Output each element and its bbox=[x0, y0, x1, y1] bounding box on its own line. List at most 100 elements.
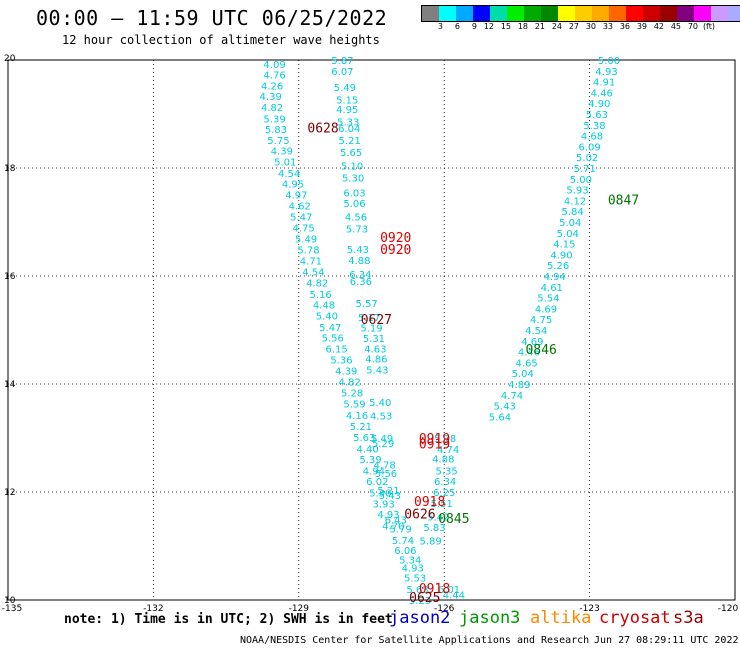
wave-height-label: 5.78 bbox=[434, 434, 456, 445]
wave-height-label: 4.89 bbox=[508, 380, 530, 391]
color-scale-tick: 12 bbox=[483, 22, 494, 31]
wave-height-label: 5.04 bbox=[559, 218, 581, 229]
wave-height-label: 5.56 bbox=[375, 469, 397, 480]
x-tick-label: -126 bbox=[434, 604, 455, 614]
wave-height-label: 5.47 bbox=[319, 323, 341, 334]
wave-height-label: 5.33 bbox=[337, 118, 359, 129]
y-axis-ticks: 20 18 16 14 12 10 bbox=[4, 54, 16, 606]
wave-height-label: 4.75 bbox=[530, 315, 552, 326]
color-swatch bbox=[592, 6, 609, 21]
wave-height-label: 5.63 bbox=[353, 433, 375, 444]
wave-height-label: 5.40 bbox=[369, 398, 391, 409]
legend-altika: altika bbox=[530, 608, 592, 628]
color-scale-tick: 33 bbox=[602, 22, 613, 31]
color-scale-tick: 21 bbox=[534, 22, 545, 31]
color-swatch bbox=[626, 6, 643, 21]
wave-height-label: 5.78 bbox=[297, 246, 319, 257]
y-tick-label: 20 bbox=[4, 54, 16, 64]
wave-height-label: 4.93 bbox=[595, 67, 617, 78]
wave-height-label: 5.71 bbox=[574, 164, 596, 175]
wave-height-label: 5.84 bbox=[562, 207, 584, 218]
wave-height-label: 5.59 bbox=[343, 399, 365, 410]
pass-time-label: 0920 bbox=[380, 231, 411, 246]
color-scale-tick: 3 bbox=[437, 22, 443, 31]
wave-height-label: 6.15 bbox=[325, 344, 347, 355]
color-scale-tick: 24 bbox=[551, 22, 562, 31]
wave-height-label: 5.39 bbox=[263, 114, 285, 125]
color-scale-tick: 15 bbox=[500, 22, 511, 31]
pass-time-label: 0846 bbox=[525, 343, 556, 358]
wave-height-label: 4.68 bbox=[581, 132, 603, 143]
color-scale-tick: 36 bbox=[619, 22, 630, 31]
wave-height-label: 4.78 bbox=[373, 460, 395, 471]
map-frame bbox=[7, 59, 736, 601]
color-swatch bbox=[677, 6, 694, 21]
wave-height-label: 5.04 bbox=[512, 369, 534, 380]
pass-time-label: 0845 bbox=[438, 512, 469, 527]
wave-height-label: 5.30 bbox=[342, 174, 364, 185]
wave-height-label: 6.07 bbox=[331, 67, 353, 78]
pass-time-label: 0919 bbox=[419, 437, 450, 452]
wave-height-label: 4.86 bbox=[365, 355, 387, 366]
wave-height-label: 5.64 bbox=[489, 412, 511, 423]
wave-height-label: 5.28 bbox=[341, 389, 363, 400]
page-title: 00:00 – 11:59 UTC 06/25/2022 bbox=[36, 6, 388, 30]
wave-height-label: 5.00 bbox=[598, 56, 620, 67]
wave-height-label: 4.15 bbox=[553, 240, 575, 251]
wave-height-label: 5.17 bbox=[358, 313, 380, 324]
wave-height-label: 6.01 bbox=[438, 585, 460, 596]
wave-height-label: 4.70 bbox=[382, 521, 404, 532]
legend-cryosat: cryosat bbox=[599, 608, 671, 628]
wave-height-label: 4.90 bbox=[550, 250, 572, 261]
color-swatch bbox=[439, 6, 456, 21]
pass-time-label: 0627 bbox=[361, 313, 392, 328]
wave-height-label: 5.29 bbox=[372, 439, 394, 450]
wave-height-label: 4.46 bbox=[591, 88, 613, 99]
wave-height-label: 6.25 bbox=[433, 488, 455, 499]
wave-height-label: 6.02 bbox=[366, 477, 388, 488]
y-tick-label: 14 bbox=[4, 380, 16, 390]
x-tick-label: -129 bbox=[289, 604, 310, 614]
wave-height-label: 3.93 bbox=[372, 499, 394, 510]
wave-height-label: 5.02 bbox=[576, 153, 598, 164]
wave-height-label: 5.40 bbox=[316, 311, 338, 322]
wave-height-label: 4.94 bbox=[363, 466, 385, 477]
wave-height-label: 4.26 bbox=[261, 81, 283, 92]
wave-height-label: 5.79 bbox=[389, 525, 411, 536]
wave-height-label: 6.04 bbox=[338, 124, 360, 135]
wave-height-label: 5.38 bbox=[583, 121, 605, 132]
wave-height-label: 5.43 bbox=[366, 365, 388, 376]
legend-jason3: jason3 bbox=[459, 608, 521, 628]
page-subtitle: 12 hour collection of altimeter wave hei… bbox=[62, 33, 380, 47]
color-swatch bbox=[507, 6, 524, 21]
wave-height-label: 4.09 bbox=[263, 60, 285, 71]
timestamp-text: Jun 27 08:29:11 UTC 2022 bbox=[594, 635, 739, 646]
x-axis-ticks: -135 -132 -129 -126 -123 -120 bbox=[2, 604, 739, 614]
color-swatch bbox=[473, 6, 490, 21]
wave-height-label: 5.56 bbox=[322, 334, 344, 345]
wave-height-label: 4.69 bbox=[521, 337, 543, 348]
wave-height-label: 5.31 bbox=[363, 334, 385, 345]
wave-height-label: 5.04 bbox=[557, 229, 579, 240]
wave-height-label: 4.90 bbox=[588, 99, 610, 110]
footnote: note: 1) Time is in UTC; 2) SWH is in fe… bbox=[64, 612, 393, 627]
wave-height-label: 4.71 bbox=[300, 256, 322, 267]
wave-height-label: 5.75 bbox=[267, 136, 289, 147]
wave-height-label: 4.82 bbox=[339, 377, 361, 388]
wave-height-label: 4.88 bbox=[432, 455, 454, 466]
wave-height-label: 4.75 bbox=[293, 223, 315, 234]
color-swatch bbox=[728, 6, 740, 21]
credit-text: NOAA/NESDIS Center for Satellite Applica… bbox=[240, 635, 590, 646]
wave-height-points: 4.094.764.264.394.825.395.835.754.395.01… bbox=[260, 56, 621, 607]
wave-height-label: 6.34 bbox=[434, 477, 456, 488]
pass-time-labels: 0628092009200627091909190918062609180625… bbox=[307, 122, 639, 606]
x-tick-label: -120 bbox=[718, 604, 739, 614]
wave-height-label: 5.83 bbox=[423, 523, 445, 534]
color-swatch bbox=[422, 6, 439, 21]
wave-height-label: 5.49 bbox=[295, 235, 317, 246]
color-scale-tick: 30 bbox=[585, 22, 596, 31]
wave-height-label: 5.16 bbox=[309, 290, 331, 301]
wave-height-label: 6.09 bbox=[578, 142, 600, 153]
color-swatch bbox=[575, 6, 592, 21]
